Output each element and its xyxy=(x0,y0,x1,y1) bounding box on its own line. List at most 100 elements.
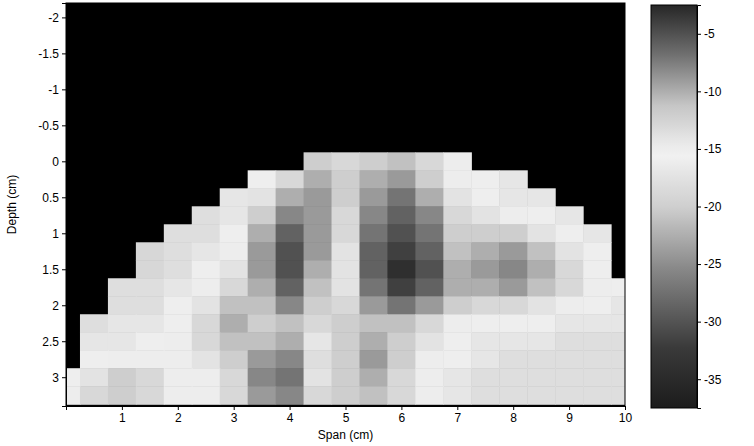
heat-cell xyxy=(192,314,221,333)
heat-cell xyxy=(220,314,249,333)
heat-cell xyxy=(555,260,584,279)
heat-cell xyxy=(583,386,612,405)
tick-mark xyxy=(62,53,66,54)
heat-cell xyxy=(248,224,277,243)
heat-cell xyxy=(248,242,277,261)
heat-cell xyxy=(499,332,528,351)
heat-cell xyxy=(248,368,277,387)
heat-cell xyxy=(192,368,221,387)
heat-cell xyxy=(499,278,528,297)
heat-cell xyxy=(164,350,193,369)
tick-mark xyxy=(62,233,66,234)
heat-cell xyxy=(611,386,625,405)
heat-cell xyxy=(108,296,137,315)
tick-label: 1.5 xyxy=(42,263,59,277)
heat-cell xyxy=(248,296,277,315)
heat-cell xyxy=(276,278,305,297)
heat-cell xyxy=(332,224,361,243)
tick: -10 xyxy=(697,85,722,99)
tick-mark xyxy=(625,406,626,410)
heat-cell xyxy=(443,242,472,261)
heat-cell xyxy=(220,278,249,297)
heat-cell xyxy=(471,206,500,225)
heat-cell xyxy=(276,206,305,225)
heat-cell xyxy=(248,206,277,225)
heat-cell xyxy=(443,332,472,351)
heat-cell xyxy=(527,368,556,387)
heat-cell xyxy=(415,170,444,189)
heat-cell xyxy=(443,224,472,243)
tick-mark xyxy=(234,406,235,410)
heat-cell xyxy=(387,260,416,279)
heat-cell xyxy=(136,350,165,369)
heat-cell xyxy=(332,206,361,225)
heat-cell xyxy=(555,368,584,387)
heat-cell xyxy=(332,188,361,207)
heat-cell xyxy=(499,260,528,279)
heat-cell xyxy=(248,332,277,351)
heat-cell xyxy=(555,386,584,405)
tick: 2 xyxy=(52,299,66,313)
heat-cell xyxy=(276,224,305,243)
heat-cell xyxy=(415,350,444,369)
heat-cell xyxy=(583,332,612,351)
heat-cell xyxy=(387,314,416,333)
tick-label: 1 xyxy=(52,227,59,241)
heat-cell xyxy=(192,224,221,243)
heat-cell xyxy=(443,278,472,297)
heat-cell xyxy=(527,260,556,279)
heat-cell xyxy=(471,386,500,405)
heat-cell xyxy=(443,350,472,369)
tick: -30 xyxy=(697,315,722,329)
heat-cell xyxy=(359,224,388,243)
heat-cell xyxy=(220,296,249,315)
tick: 9 xyxy=(566,406,573,425)
heat-cell xyxy=(276,260,305,279)
heat-cell xyxy=(164,278,193,297)
heat-cell xyxy=(248,278,277,297)
heat-cell xyxy=(471,260,500,279)
heat-cell xyxy=(136,368,165,387)
tick-label: 1 xyxy=(119,411,126,425)
heat-cell xyxy=(499,170,528,189)
heat-cell xyxy=(443,170,472,189)
heat-cell xyxy=(443,386,472,405)
heat-cell xyxy=(499,368,528,387)
heat-cell xyxy=(555,332,584,351)
heat-cell xyxy=(164,386,193,405)
heat-cell xyxy=(80,386,109,405)
heat-cell xyxy=(611,368,625,387)
tick: 2.5 xyxy=(42,335,66,349)
tick-mark xyxy=(62,125,66,126)
heat-cell xyxy=(583,260,612,279)
heat-cell xyxy=(248,260,277,279)
heat-cell xyxy=(248,188,277,207)
heat-cell xyxy=(359,314,388,333)
heat-cell xyxy=(220,260,249,279)
heat-cell xyxy=(359,188,388,207)
tick-label: 10 xyxy=(619,411,633,425)
heat-cell xyxy=(527,278,556,297)
heat-cell xyxy=(276,170,305,189)
heat-cell xyxy=(555,296,584,315)
tick-mark xyxy=(178,406,179,410)
heat-cell xyxy=(415,206,444,225)
heat-cell xyxy=(499,350,528,369)
heat-cell xyxy=(527,206,556,225)
heat-cell xyxy=(359,386,388,405)
tick-label: 5 xyxy=(343,411,350,425)
heat-cell xyxy=(332,152,361,171)
tick-label: 2.5 xyxy=(42,335,59,349)
heat-cell xyxy=(555,242,584,261)
tick-mark xyxy=(697,91,701,92)
heat-cell xyxy=(387,170,416,189)
tick-mark xyxy=(346,406,347,410)
axis-line xyxy=(62,4,67,407)
heat-cell xyxy=(499,314,528,333)
y-axis: -2-1.5-1-0.500.511.522.53 xyxy=(38,4,66,407)
tick: 1 xyxy=(119,406,126,425)
heat-cell xyxy=(220,206,249,225)
heat-cell xyxy=(387,224,416,243)
tick-mark xyxy=(401,406,402,410)
heat-cell xyxy=(359,260,388,279)
